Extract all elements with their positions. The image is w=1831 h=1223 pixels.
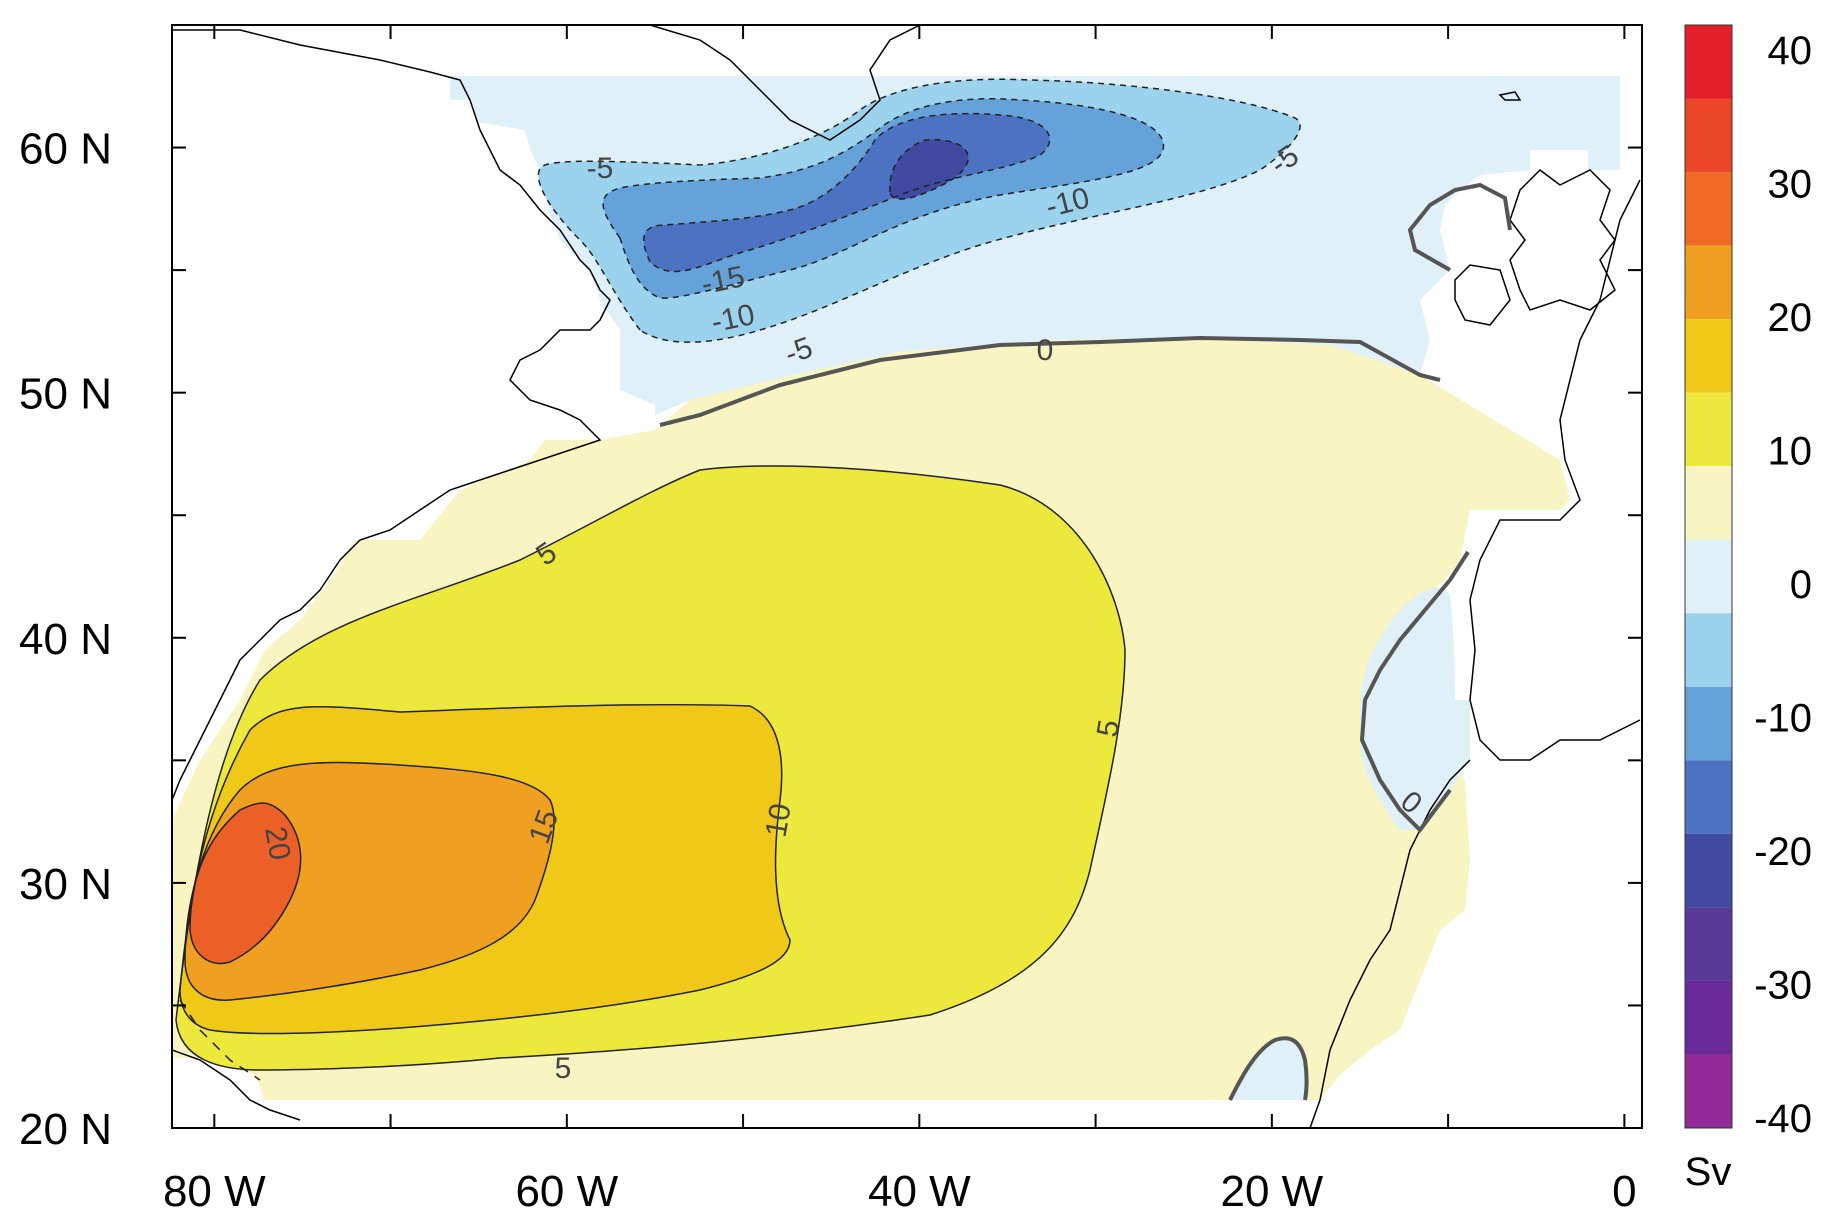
y-tick-label: 60 N [19, 125, 112, 174]
colorbar-segment [1685, 392, 1732, 467]
colorbar-segment [1685, 686, 1732, 761]
x-tick-label: 60 W [515, 1167, 618, 1216]
contour-label: 0 [1037, 334, 1054, 367]
contour-neg15 [643, 112, 1051, 273]
x-tick-label: 20 W [1221, 1167, 1324, 1216]
colorbar-unit-label: Sv [1685, 1150, 1732, 1194]
contour-label: -5 [587, 152, 614, 185]
colorbar-segment [1685, 539, 1732, 614]
colorbar-segment [1685, 1054, 1732, 1128]
colorbar-segment [1685, 319, 1732, 393]
coast-north-america [172, 29, 611, 801]
contour-pos5 [175, 465, 1126, 1071]
axes: 80 W 60 W 40 W 20 W 0 20 N 30 N 40 N 50 N 60 N [19, 24, 1642, 1216]
colorbar-tick-label: 30 [1768, 163, 1813, 207]
colorbar-tick-label: 0 [1790, 563, 1812, 607]
y-tick-label: 50 N [19, 370, 112, 419]
contour-neg20 [889, 138, 969, 200]
contour-label: 5 [555, 1052, 572, 1085]
colorbar-tick-label: -30 [1754, 964, 1812, 1008]
contour-pos20 [189, 802, 302, 965]
x-tick-label: 40 W [868, 1167, 971, 1216]
contour-zero-iberia [1359, 550, 1470, 834]
coast-greenland [649, 25, 921, 141]
colorbar-tick-label: -40 [1754, 1097, 1812, 1141]
plot-frame [171, 24, 1643, 1129]
contour-label: 20 [258, 824, 296, 863]
contour-gulf-dashed [179, 999, 261, 1081]
colorbar-tick-label: 20 [1768, 296, 1813, 340]
colorbar-tick-label: 40 [1768, 29, 1813, 73]
coast-iceland [1498, 91, 1522, 101]
coast-ireland [1454, 264, 1511, 326]
contour-zero-africa [1228, 1036, 1309, 1101]
colorbar: 40 30 20 10 0 -10 -20 -30 -40 Sv [1684, 24, 1813, 1194]
colorbar-tick-label: 10 [1768, 430, 1813, 474]
coast-british-isles [1509, 169, 1616, 311]
colorbar-segment [1685, 613, 1732, 687]
coast-europe [1469, 179, 1641, 761]
colorbar-segment [1685, 98, 1732, 173]
y-tick-label: 30 N [19, 860, 112, 909]
coastlines [172, 25, 1641, 1128]
contour-lines [175, 78, 1512, 1101]
colorbar-segment [1685, 980, 1732, 1055]
fill-iberia-patch [1360, 587, 1470, 830]
y-tick-label: 20 N [19, 1105, 112, 1154]
contour-label: 10 [759, 801, 797, 840]
contour-neg5 [537, 78, 1301, 343]
contour-zero-scotland [1407, 182, 1512, 272]
colorbar-segment [1685, 172, 1732, 246]
fill-negative-20-25 [889, 139, 969, 200]
y-tick-label: 40 N [19, 615, 112, 664]
colorbar-segment [1685, 466, 1732, 540]
contour-fills [172, 76, 1620, 1100]
colorbar-tick-label: -10 [1754, 697, 1812, 741]
colorbar-segment [1685, 760, 1732, 834]
fill-canary-patch [1230, 1038, 1307, 1100]
colorbar-segment [1685, 245, 1732, 320]
coast-africa [1309, 759, 1471, 1128]
contour-label: 5 [1091, 717, 1126, 739]
colorbar-frame [1684, 24, 1733, 1129]
colorbar-segment [1685, 25, 1732, 99]
contour-zero-north [659, 335, 1441, 427]
contour-pos10 [179, 703, 791, 1035]
x-tick-label: 0 [1612, 1167, 1636, 1216]
colorbar-segment [1685, 833, 1732, 908]
coast-gulf [172, 1049, 301, 1121]
fill-positive-20-25 [190, 803, 301, 964]
contour-pos15 [184, 761, 555, 1001]
colorbar-tick-label: -20 [1754, 830, 1812, 874]
contour-neg10 [602, 98, 1165, 299]
colorbar-segment [1685, 907, 1732, 981]
x-tick-label: 80 W [163, 1167, 266, 1216]
